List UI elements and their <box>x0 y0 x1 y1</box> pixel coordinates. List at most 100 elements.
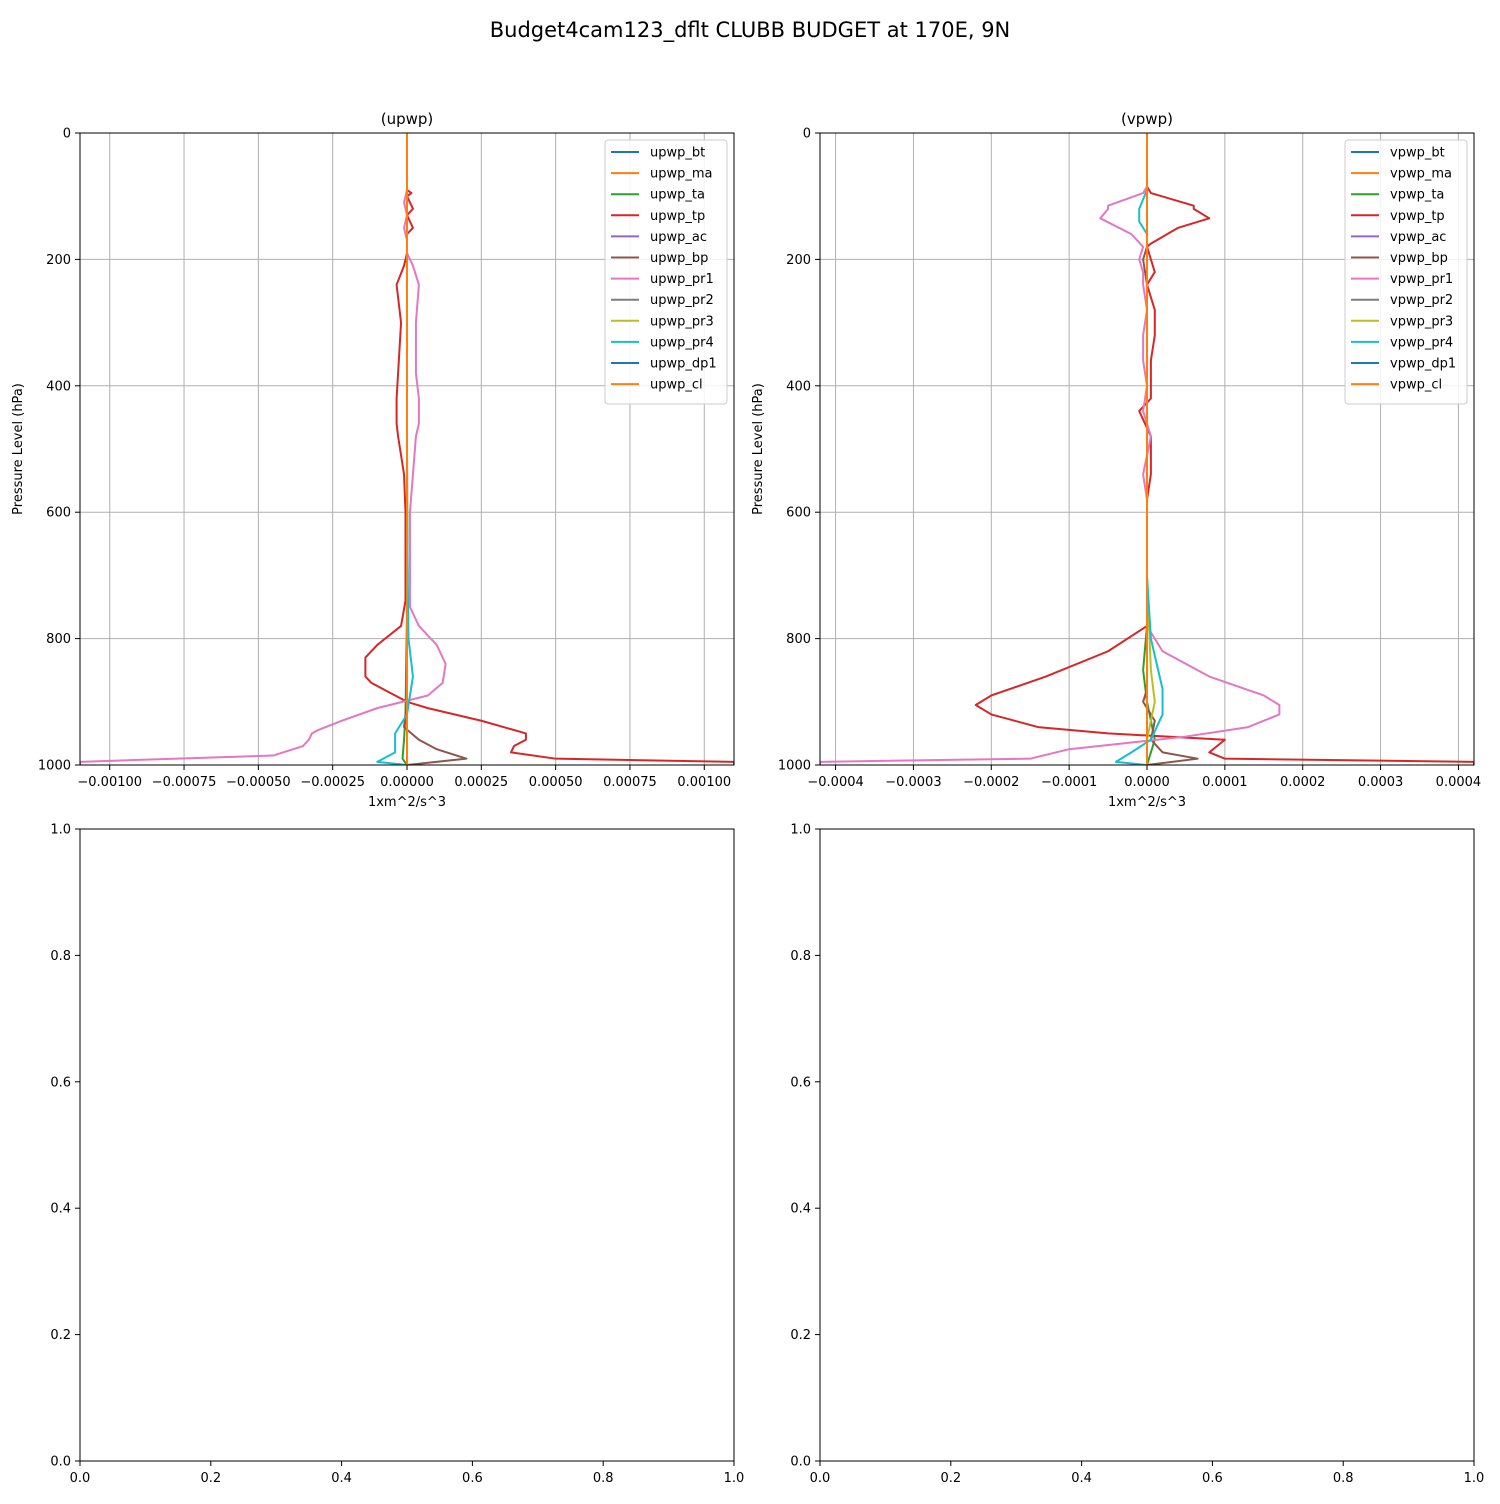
panel-3: 0.0 0.2 0.4 0.6 0.8 1.0 0.0 0.2 0.4 0.6 0.8 1.0 <box>50 823 744 1487</box>
figure-title: Budget4cam123_dflt CLUBB BUDGET at 170E,… <box>490 18 1011 43</box>
panel-4: 0.0 0.2 0.4 0.6 0.8 1.0 0.0 0.2 0.4 0.6 0.8 1.0 <box>790 823 1484 1487</box>
y-tick-label: 0.8 <box>790 949 811 964</box>
y-tick-label: 0.8 <box>50 949 71 964</box>
x-tick-label: −0.00075 <box>152 775 217 790</box>
axes-frame <box>819 828 1475 1462</box>
x-tick-label: 1.0 <box>1464 1471 1485 1486</box>
panel-2: −0.0004 −0.0003 −0.0002 −0.0001 0.0000 0.0001… <box>751 110 1481 810</box>
legend-label-upwp_ma: upwp_ma <box>650 167 713 182</box>
x-tick-label: 0.0002 <box>1280 775 1326 790</box>
x-tick-label: 1.0 <box>724 1471 745 1486</box>
y-tick-label: 0.2 <box>50 1328 71 1343</box>
x-tick-label: 0.0003 <box>1358 775 1404 790</box>
series-line-vpwp_pr4 <box>1114 133 1164 765</box>
series-line-vpwp_tp <box>974 133 1474 765</box>
x-tick-label: 0.4 <box>1071 1471 1092 1486</box>
legend-label-vpwp_dp1: vpwp_dp1 <box>1390 357 1456 372</box>
legend-label-upwp_bp: upwp_bp <box>650 251 708 266</box>
legend-box <box>1344 139 1468 405</box>
x-tick-label: 0.0 <box>810 1471 831 1486</box>
series-group <box>80 133 734 765</box>
axes-frame <box>79 828 735 1462</box>
x-tick-label: 0.00000 <box>380 775 434 790</box>
legend-label-vpwp_cl: vpwp_cl <box>1390 378 1442 393</box>
y-tick-label: 1.0 <box>790 823 811 838</box>
y-tick-label: 200 <box>786 253 811 268</box>
legend-label-vpwp_pr4: vpwp_pr4 <box>1390 335 1453 350</box>
y-tick-label: 0.6 <box>50 1075 71 1090</box>
legend-label-upwp_pr2: upwp_pr2 <box>650 293 714 308</box>
x-tick-label: 0.8 <box>593 1471 614 1486</box>
x-tick-label: 0.0000 <box>1124 775 1170 790</box>
legend-label-upwp_bt: upwp_bt <box>650 146 705 161</box>
legend-label-upwp_dp1: upwp_dp1 <box>650 357 717 372</box>
series-line-vpwp_bp <box>1142 133 1199 765</box>
legend-label-upwp_pr3: upwp_pr3 <box>650 314 714 329</box>
y-tick-label: 1.0 <box>50 823 71 838</box>
x-axis-label: 1xm^2/s^3 <box>368 795 446 810</box>
legend-label-vpwp_bt: vpwp_bt <box>1390 146 1445 161</box>
legend-label-vpwp_ac: vpwp_ac <box>1390 230 1446 245</box>
y-tick-label: 0.4 <box>50 1202 71 1217</box>
legend: vpwp_bt vpwp_ma vpwp_ta vpwp_tp vpwp_ac vpwp_… <box>1344 139 1468 405</box>
x-tick-label: 0.6 <box>462 1471 483 1486</box>
y-tick-label: 800 <box>46 632 71 647</box>
y-tick-label: 800 <box>786 632 811 647</box>
legend-label-vpwp_ma: vpwp_ma <box>1390 167 1452 182</box>
legend-label-upwp_pr4: upwp_pr4 <box>650 335 714 350</box>
legend-label-upwp_tp: upwp_tp <box>650 209 705 224</box>
legend-label-vpwp_bp: vpwp_bp <box>1390 251 1448 266</box>
x-tick-label: 0.0001 <box>1202 775 1248 790</box>
series-line-upwp_tp <box>364 133 734 765</box>
x-tick-label: 0.4 <box>331 1471 352 1486</box>
legend-box <box>604 139 728 405</box>
legend-label-vpwp_ta: vpwp_ta <box>1390 188 1444 203</box>
x-tick-label: −0.0002 <box>963 775 1019 790</box>
x-tick-label: −0.00025 <box>300 775 365 790</box>
y-axis-label: Pressure Level (hPa) <box>751 383 766 515</box>
y-tick-label: 0 <box>803 127 811 142</box>
x-tick-label: −0.0001 <box>1041 775 1097 790</box>
panel-title: (vpwp) <box>1121 110 1173 128</box>
x-tick-label: −0.0004 <box>807 775 863 790</box>
legend: upwp_bt upwp_ma upwp_ta upwp_tp upwp_ac upwp_… <box>604 139 728 405</box>
legend-label-upwp_pr1: upwp_pr1 <box>650 272 714 287</box>
y-tick-label: 0.4 <box>790 1202 811 1217</box>
x-tick-label: 0.0004 <box>1436 775 1482 790</box>
y-tick-label: 0.0 <box>50 1455 71 1470</box>
x-tick-label: 0.8 <box>1333 1471 1354 1486</box>
x-tick-label: 0.00050 <box>529 775 583 790</box>
x-axis-label: 1xm^2/s^3 <box>1108 795 1186 810</box>
y-tick-label: 400 <box>786 379 811 394</box>
y-tick-label: 400 <box>46 379 71 394</box>
x-tick-label: 0.00100 <box>677 775 731 790</box>
y-tick-label: 0.2 <box>790 1328 811 1343</box>
y-tick-label: 0 <box>63 127 71 142</box>
x-tick-label: −0.00100 <box>77 775 142 790</box>
x-tick-label: −0.00050 <box>226 775 291 790</box>
legend-label-vpwp_pr1: vpwp_pr1 <box>1390 272 1453 287</box>
y-tick-label: 200 <box>46 253 71 268</box>
y-tick-label: 0.0 <box>790 1455 811 1470</box>
legend-label-vpwp_pr2: vpwp_pr2 <box>1390 293 1453 308</box>
panel-title: (upwp) <box>381 110 434 128</box>
y-tick-label: 0.6 <box>790 1075 811 1090</box>
legend-label-upwp_cl: upwp_cl <box>650 378 703 393</box>
x-tick-label: 0.6 <box>1202 1471 1223 1486</box>
legend-label-vpwp_tp: vpwp_tp <box>1390 209 1445 224</box>
x-tick-label: 0.2 <box>940 1471 961 1486</box>
y-tick-label: 1000 <box>38 759 71 774</box>
y-tick-label: 600 <box>786 506 811 521</box>
legend-label-vpwp_pr3: vpwp_pr3 <box>1390 314 1453 329</box>
series-group <box>820 133 1474 765</box>
legend-label-upwp_ac: upwp_ac <box>650 230 707 245</box>
x-tick-label: 0.2 <box>200 1471 221 1486</box>
x-tick-label: −0.0003 <box>885 775 941 790</box>
x-tick-label: 0.00075 <box>603 775 657 790</box>
y-tick-label: 1000 <box>778 759 811 774</box>
panel-1: −0.00100 −0.00075 −0.00050 −0.00025 0.00000 0… <box>11 110 735 810</box>
x-tick-label: 0.0 <box>70 1471 91 1486</box>
x-tick-label: 0.00025 <box>454 775 508 790</box>
